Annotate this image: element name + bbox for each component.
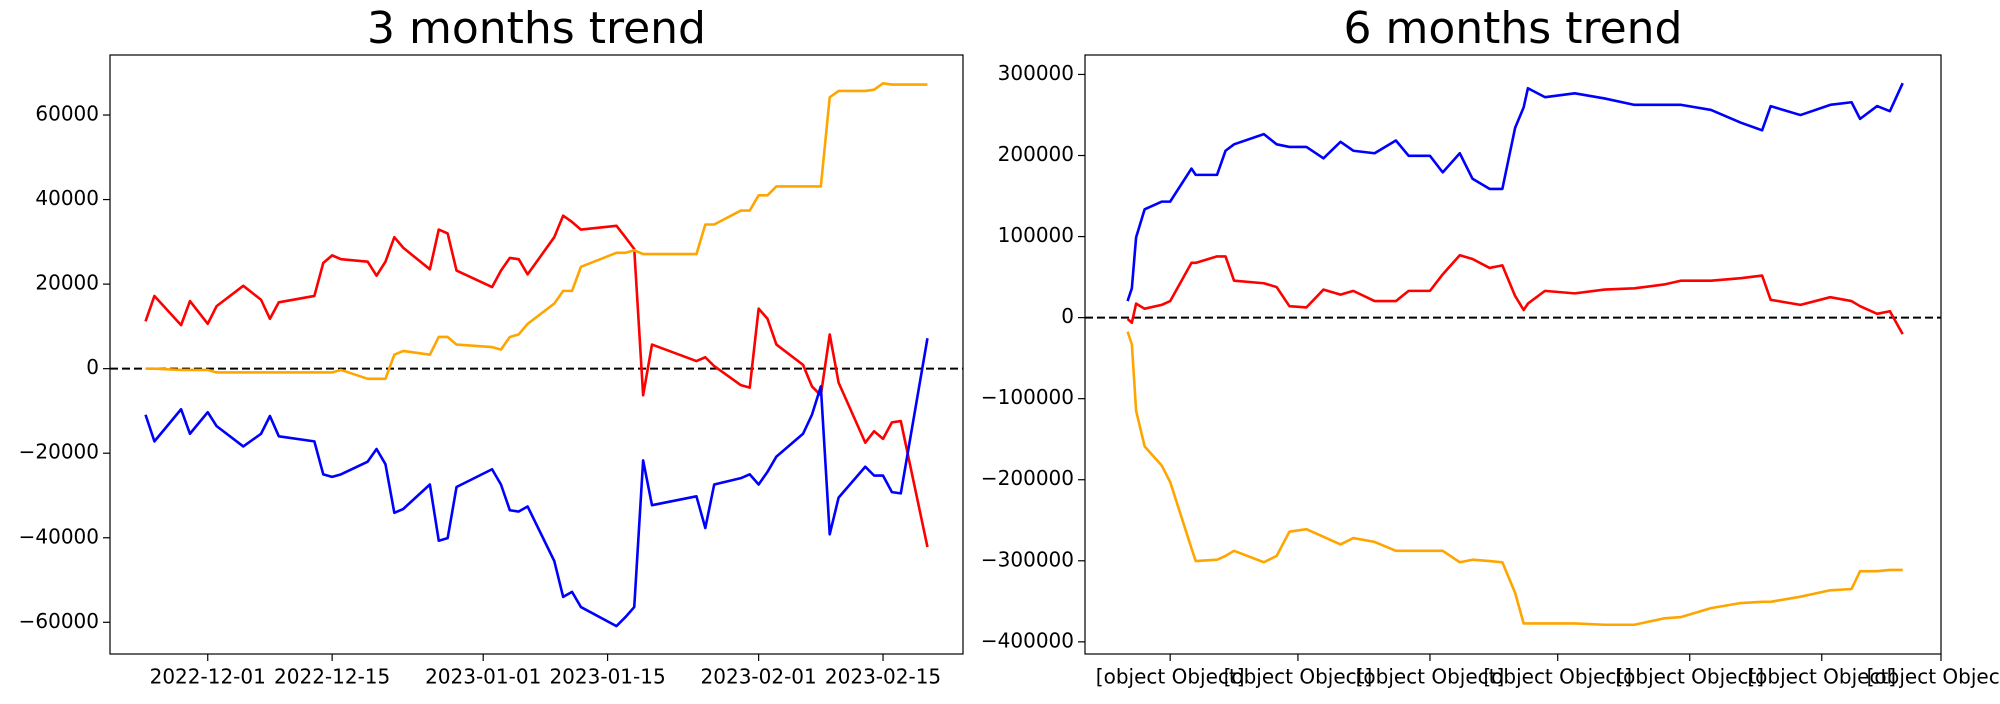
y-tick-label: −40000 <box>19 524 99 548</box>
x-tick-label: [object Object] <box>1747 665 1896 689</box>
x-tick-label: 2023-02-01 <box>701 665 817 689</box>
x-tick-label: 2023-01-01 <box>425 665 541 689</box>
y-tick-label: 0 <box>1061 304 1074 328</box>
y-tick-label: 100000 <box>998 223 1074 247</box>
y-tick-label: −60000 <box>19 609 99 633</box>
y-tick-label: 0 <box>86 355 99 379</box>
x-tick-label: [object Object] <box>1867 665 2000 689</box>
x-tick-label: [object Object] <box>1483 665 1632 689</box>
y-tick-label: −20000 <box>19 440 99 464</box>
chart-title: 3 months trend <box>367 3 706 54</box>
chart-title: 6 months trend <box>1344 3 1683 54</box>
x-tick-label: 2023-01-15 <box>549 665 665 689</box>
plot-frame <box>109 54 964 655</box>
series-line <box>1126 253 1904 335</box>
y-tick-label: 20000 <box>35 271 99 295</box>
x-tick-label: 2023-02-15 <box>825 665 941 689</box>
x-tick-label: 2022-12-15 <box>274 665 390 689</box>
series-line <box>1126 331 1903 627</box>
x-tick-label: [object Object] <box>1096 665 1245 689</box>
y-tick-label: 60000 <box>35 102 99 126</box>
y-tick-label: −100000 <box>981 385 1074 409</box>
y-tick-label: −400000 <box>981 628 1074 652</box>
series-line <box>144 338 929 628</box>
y-tick-label: 200000 <box>998 142 1074 166</box>
series-line <box>1126 82 1904 302</box>
x-tick-label: [object Object] <box>1224 665 1373 689</box>
x-tick-label: [object Object] <box>1356 665 1505 689</box>
series-line <box>145 82 928 381</box>
y-tick-label: 300000 <box>998 61 1074 85</box>
plot-frame <box>1084 54 1942 655</box>
series-line <box>144 214 929 548</box>
y-tick-label: 40000 <box>35 186 99 210</box>
y-tick-label: −300000 <box>981 547 1074 571</box>
y-tick-label: −200000 <box>981 466 1074 490</box>
x-tick-label: [object Object] <box>1615 665 1764 689</box>
x-tick-label: 2022-12-01 <box>150 665 266 689</box>
